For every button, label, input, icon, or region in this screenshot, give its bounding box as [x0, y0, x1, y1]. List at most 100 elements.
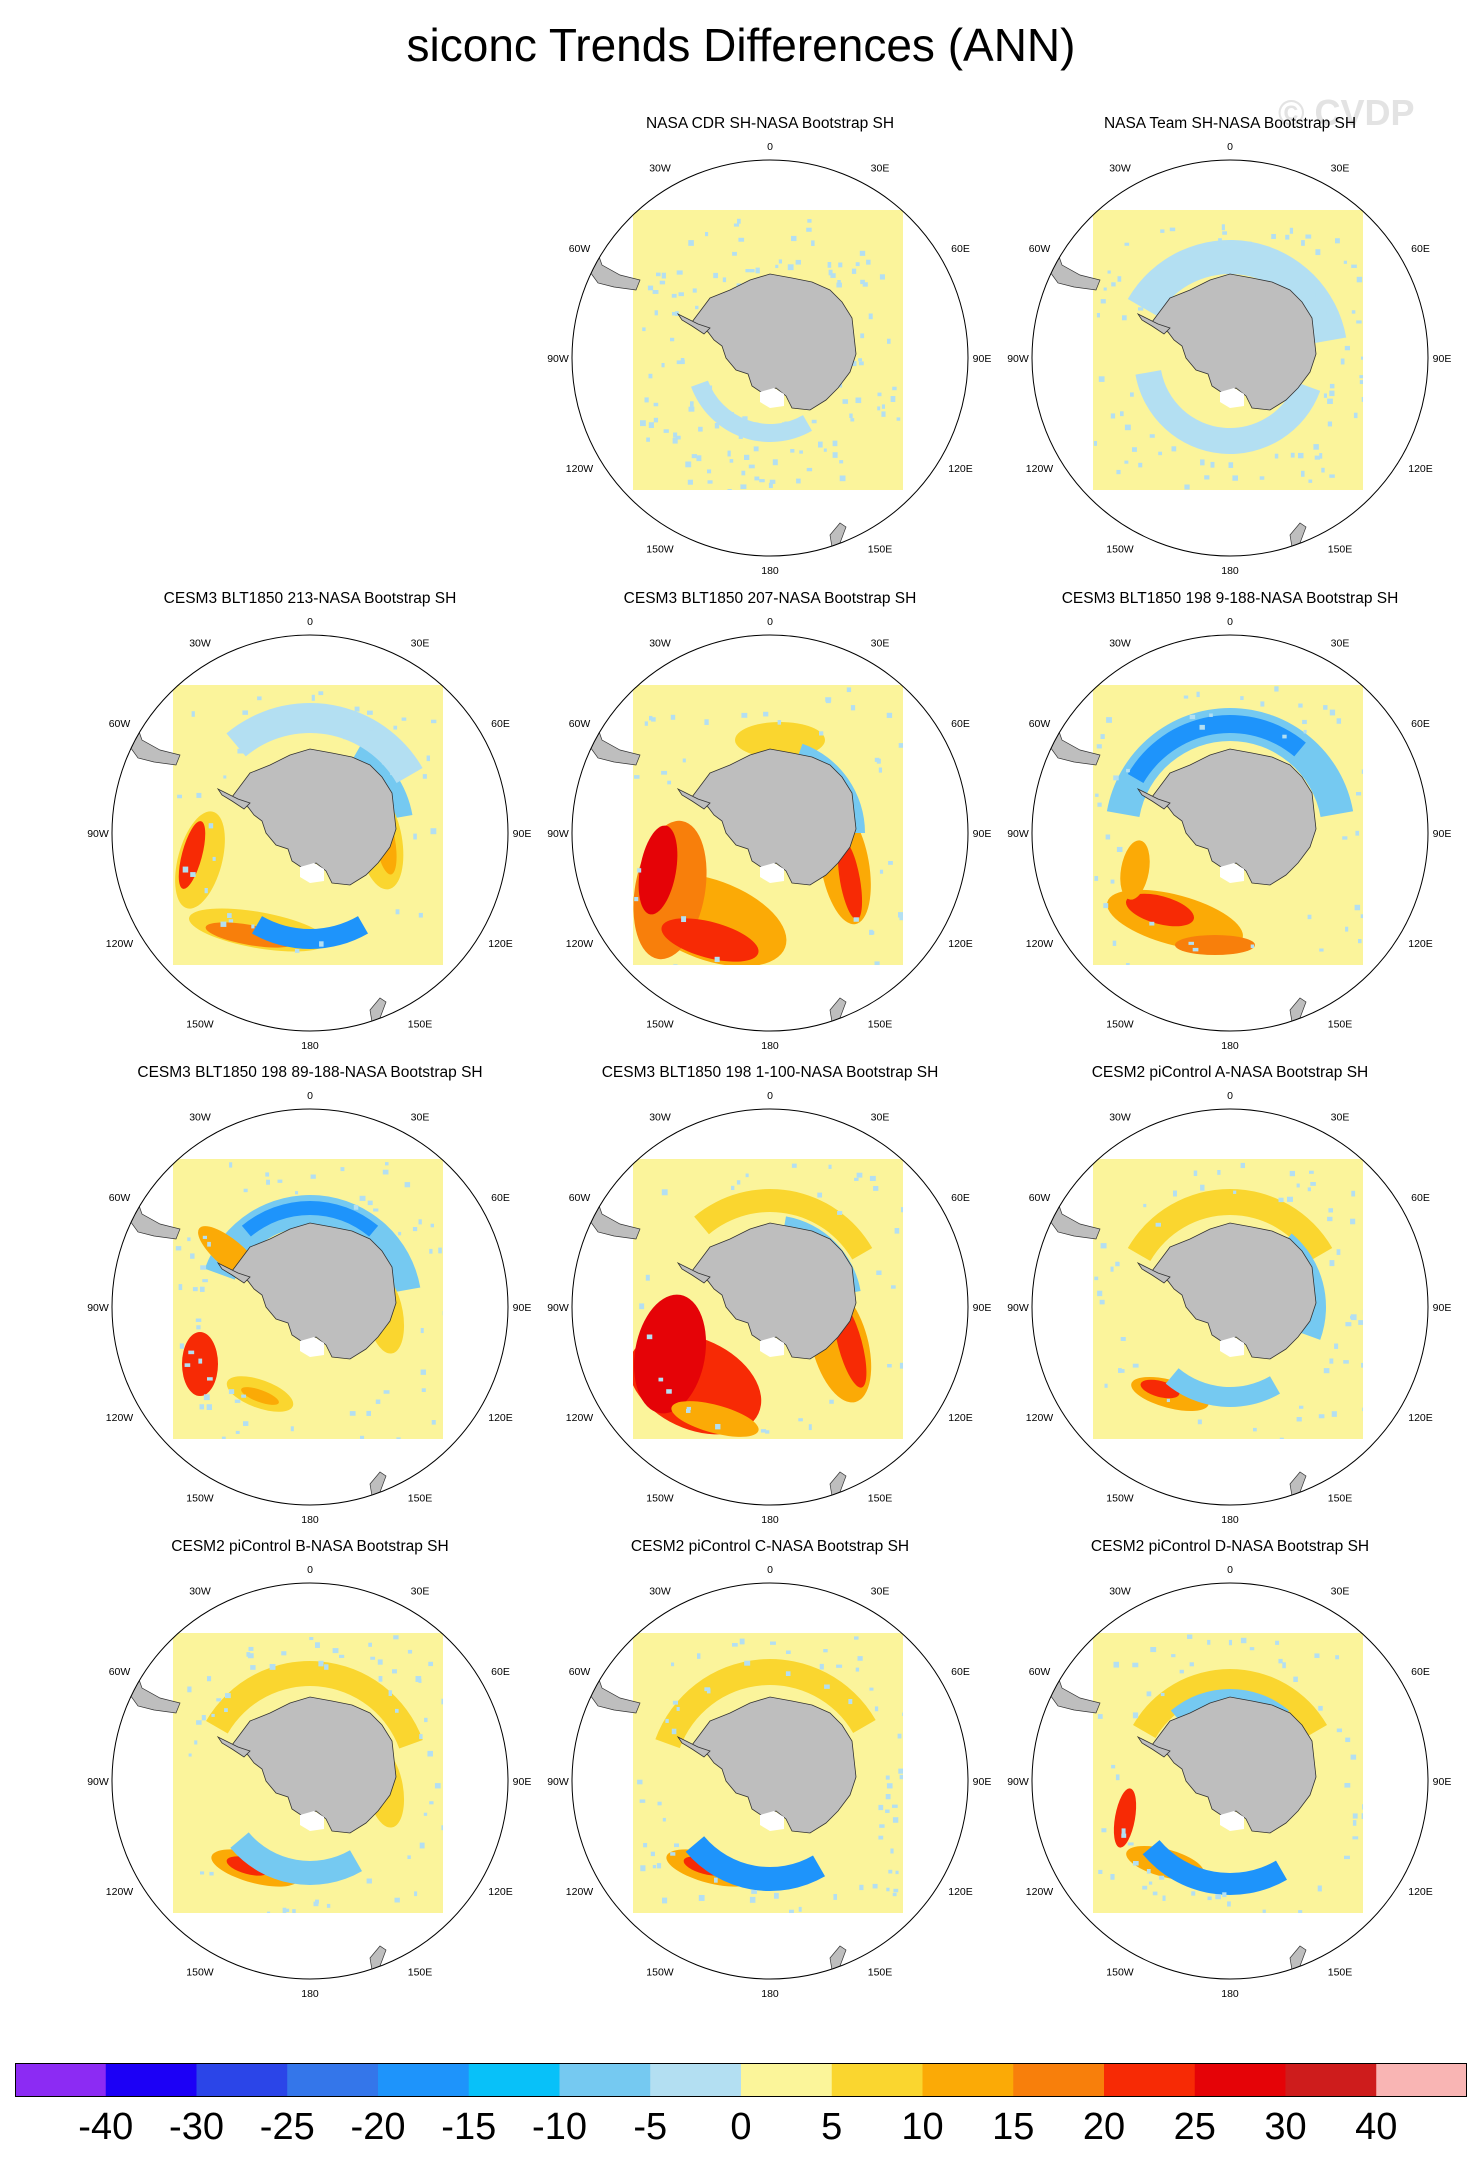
- longitude-label: 60E: [1411, 1666, 1430, 1678]
- colorbar-swatch: [1194, 2063, 1286, 2097]
- longitude-label: 150E: [868, 544, 893, 556]
- longitude-label: 180: [761, 1988, 779, 2000]
- longitude-label: 60W: [1029, 1192, 1051, 1204]
- longitude-label: 150W: [1106, 544, 1134, 556]
- colorbar-swatch: [468, 2063, 560, 2097]
- longitude-label: 60E: [491, 718, 510, 730]
- panel-title: NASA Team SH-NASA Bootstrap SH: [1103, 115, 1357, 132]
- longitude-label: 180: [761, 1514, 779, 1526]
- longitude-label: 30E: [871, 638, 890, 650]
- longitude-label: 0: [767, 616, 773, 628]
- ross-ice-shelf: [1220, 1811, 1244, 1831]
- longitude-label: 90W: [547, 353, 569, 365]
- longitude-label: 30E: [411, 638, 430, 650]
- longitude-label: 30W: [189, 638, 211, 650]
- ross-ice-shelf: [760, 1337, 784, 1357]
- new-zealand-land: [1289, 522, 1307, 548]
- new-zealand-land: [369, 1945, 387, 1971]
- longitude-label: 60W: [1029, 1666, 1051, 1678]
- longitude-label: 90E: [513, 1302, 532, 1314]
- longitude-label: 90W: [1007, 1776, 1029, 1788]
- longitude-label: 60E: [491, 1666, 510, 1678]
- longitude-label: 30E: [871, 163, 890, 175]
- longitude-label: 0: [307, 616, 313, 628]
- ross-ice-shelf: [1220, 863, 1244, 883]
- new-zealand-land: [1289, 1945, 1307, 1971]
- antarctica-land: [1151, 1696, 1317, 1834]
- island-land: [680, 1490, 688, 1496]
- panel-title: CESM2 piControl C-NASA Bootstrap SH: [630, 1538, 910, 1555]
- colorbar-swatch: [15, 2063, 107, 2097]
- longitude-label: 60W: [109, 718, 131, 730]
- map-frame: [111, 1108, 509, 1506]
- map-panel: CESM3 BLT1850 198 89-188-NASA Bootstrap …: [80, 1064, 540, 1534]
- antarctica-land: [691, 748, 857, 886]
- ross-ice-shelf: [300, 1811, 324, 1831]
- longitude-label: 150E: [408, 1019, 433, 1031]
- longitude-label: 30E: [1331, 163, 1350, 175]
- longitude-label: 120W: [106, 1886, 134, 1898]
- longitude-label: 90E: [513, 1776, 532, 1788]
- ross-ice-shelf: [760, 863, 784, 883]
- map-panel: CESM3 BLT1850 207-NASA Bootstrap SH 0 30E 6…: [540, 590, 1000, 1060]
- longitude-label: 90E: [513, 828, 532, 840]
- ross-ice-shelf: [1220, 1337, 1244, 1357]
- longitude-label: 30W: [1109, 638, 1131, 650]
- antarctica-land: [1151, 748, 1317, 886]
- colorbar-swatch: [922, 2063, 1014, 2097]
- colorbar-tick-label: 40: [1355, 2106, 1398, 2148]
- longitude-label: 30E: [1331, 1586, 1350, 1598]
- polar-map: 0 30E 60E 90E 120E 150E 180 150W 120W 90W 60W 30W: [87, 1090, 532, 1526]
- longitude-label: 120W: [566, 1886, 594, 1898]
- peninsula-land: [1136, 1735, 1171, 1758]
- colorbar-swatch: [741, 2063, 833, 2097]
- longitude-label: 90E: [973, 1776, 992, 1788]
- longitude-label: 150W: [646, 1019, 674, 1031]
- antarctica-land: [231, 1222, 397, 1360]
- map-frame: [1031, 1582, 1429, 1980]
- peninsula-land: [676, 787, 711, 810]
- longitude-label: 120W: [106, 1412, 134, 1424]
- map-frame: [571, 159, 969, 557]
- longitude-label: 30W: [1109, 1112, 1131, 1124]
- colorbar-swatch: [1376, 2063, 1467, 2097]
- peninsula-land: [216, 1261, 251, 1284]
- longitude-label: 0: [767, 141, 773, 153]
- map-panel: NASA Team SH-NASA Bootstrap SH 0 30E 60E 90E…: [1000, 115, 1460, 585]
- ross-ice-shelf: [300, 1337, 324, 1357]
- longitude-label: 150W: [646, 1493, 674, 1505]
- longitude-label: 90W: [1007, 828, 1029, 840]
- colorbar-swatch: [1104, 2063, 1196, 2097]
- longitude-label: 60W: [109, 1666, 131, 1678]
- map-frame: [571, 1582, 969, 1980]
- longitude-label: 120W: [106, 938, 134, 950]
- island-land: [680, 1964, 688, 1970]
- island-land: [1140, 1490, 1148, 1496]
- antarctica-land: [1151, 1222, 1317, 1360]
- island-land: [1140, 1964, 1148, 1970]
- longitude-label: 120E: [948, 938, 973, 950]
- longitude-label: 150W: [646, 1967, 674, 1979]
- longitude-label: 30E: [411, 1112, 430, 1124]
- colorbar-swatch: [559, 2063, 651, 2097]
- longitude-label: 150E: [1328, 544, 1353, 556]
- antarctica-land: [691, 1696, 857, 1834]
- map-panel: CESM3 BLT1850 213-NASA Bootstrap SH 0 30E 6…: [80, 590, 540, 1060]
- longitude-label: 90W: [547, 1302, 569, 1314]
- longitude-label: 150E: [1328, 1019, 1353, 1031]
- panel-title: CESM3 BLT1850 207-NASA Bootstrap SH: [623, 590, 917, 607]
- longitude-label: 180: [1221, 1040, 1239, 1052]
- new-zealand-land: [829, 997, 847, 1023]
- longitude-label: 120W: [1026, 463, 1054, 475]
- map-panel: NASA CDR SH-NASA Bootstrap SH 0 30E 60E 90E 1…: [540, 115, 1000, 585]
- longitude-label: 30E: [871, 1586, 890, 1598]
- map-frame: [571, 634, 969, 1032]
- longitude-label: 120W: [1026, 938, 1054, 950]
- figure-title: siconc Trends Differences (ANN): [406, 19, 1076, 71]
- map-panel: CESM2 piControl D-NASA Bootstrap SH 0 30E 6…: [1000, 1538, 1460, 2008]
- colorbar-swatch: [1013, 2063, 1105, 2097]
- longitude-label: 120E: [488, 1412, 513, 1424]
- longitude-label: 150E: [1328, 1967, 1353, 1979]
- ross-ice-shelf: [1220, 388, 1244, 408]
- map-frame: [1031, 159, 1429, 557]
